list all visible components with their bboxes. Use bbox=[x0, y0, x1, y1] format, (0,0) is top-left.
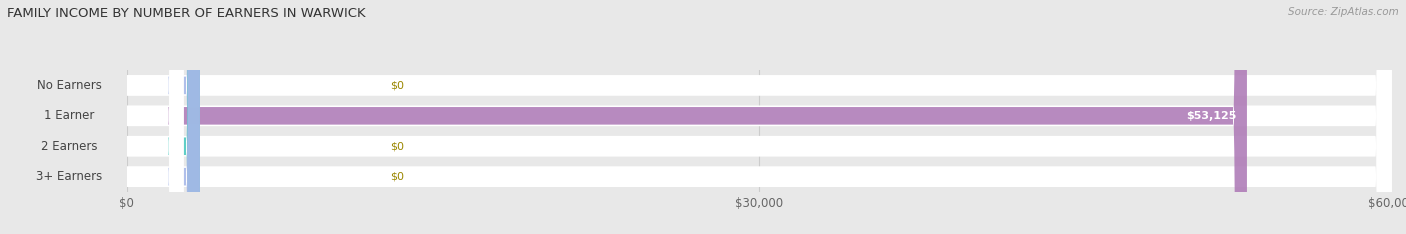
Text: 2 Earners: 2 Earners bbox=[41, 140, 98, 153]
Text: 1 Earner: 1 Earner bbox=[45, 109, 94, 122]
Text: $0: $0 bbox=[389, 172, 404, 182]
FancyBboxPatch shape bbox=[0, 0, 183, 234]
FancyBboxPatch shape bbox=[0, 0, 200, 234]
Text: $53,125: $53,125 bbox=[1187, 111, 1237, 121]
FancyBboxPatch shape bbox=[0, 0, 183, 234]
Text: Source: ZipAtlas.com: Source: ZipAtlas.com bbox=[1288, 7, 1399, 17]
Text: 3+ Earners: 3+ Earners bbox=[37, 170, 103, 183]
FancyBboxPatch shape bbox=[0, 0, 1247, 234]
FancyBboxPatch shape bbox=[0, 0, 200, 234]
Text: $0: $0 bbox=[389, 141, 404, 151]
Text: FAMILY INCOME BY NUMBER OF EARNERS IN WARWICK: FAMILY INCOME BY NUMBER OF EARNERS IN WA… bbox=[7, 7, 366, 20]
FancyBboxPatch shape bbox=[0, 0, 183, 234]
FancyBboxPatch shape bbox=[0, 0, 183, 234]
FancyBboxPatch shape bbox=[0, 0, 200, 234]
Text: $0: $0 bbox=[389, 80, 404, 90]
Text: No Earners: No Earners bbox=[37, 79, 103, 92]
